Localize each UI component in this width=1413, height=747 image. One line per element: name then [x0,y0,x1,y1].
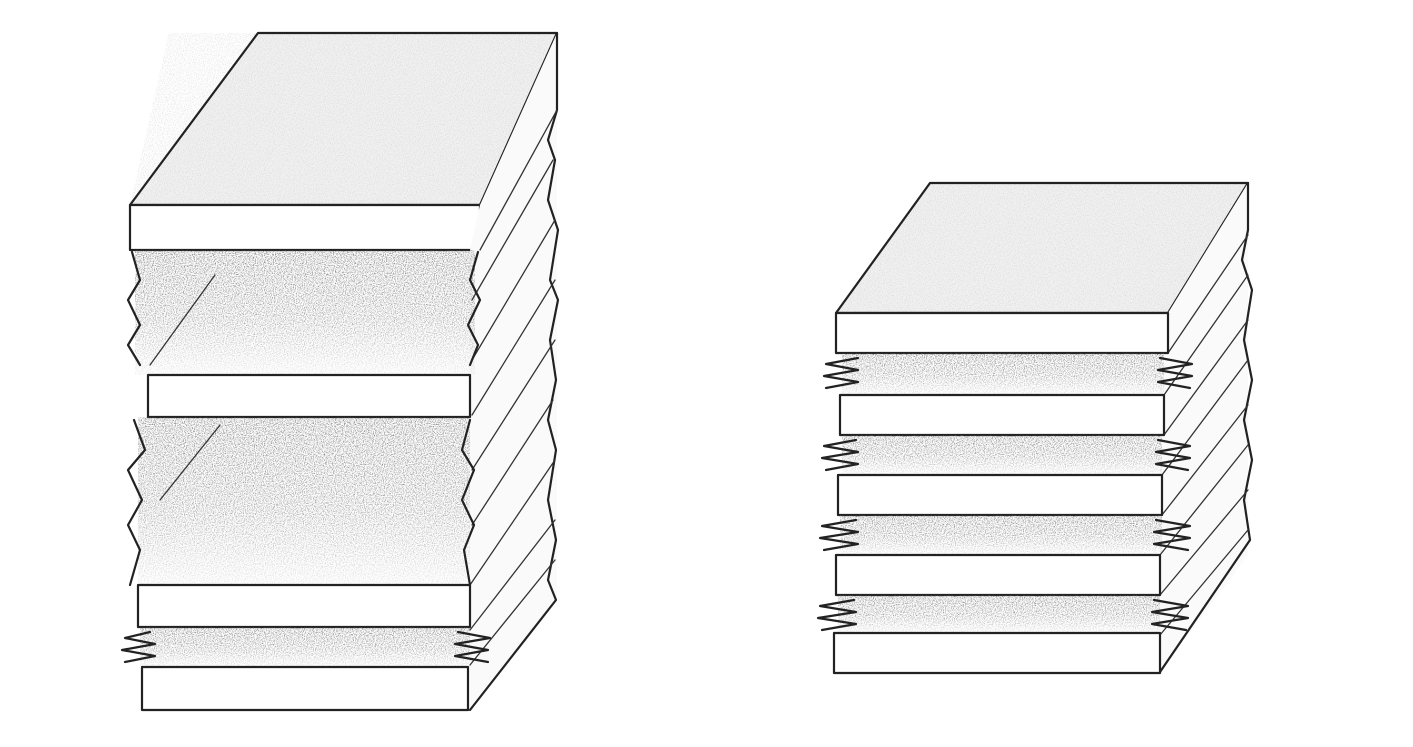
left-stack-slab-2 [148,375,470,417]
right-stack-slab-2 [840,395,1164,435]
right-gap-1 [822,353,1194,395]
left-stack-slab-3 [138,585,470,627]
right-stack-bottom-slab [834,633,1160,673]
right-gap-3 [818,515,1192,555]
left-stack [120,31,560,712]
right-stack-top-slab [836,313,1168,353]
left-gap-2 [126,417,476,587]
left-stack-side [470,33,557,710]
left-stack-top-slab [130,205,480,250]
left-gap-1 [126,250,482,375]
right-stack-slab-4 [836,555,1160,595]
right-stack [816,181,1254,675]
right-gap-4 [816,595,1190,633]
left-stack-bottom-slab [142,667,468,710]
right-stack-slab-3 [838,475,1162,515]
right-gap-2 [820,435,1192,475]
left-gap-3 [120,627,492,667]
